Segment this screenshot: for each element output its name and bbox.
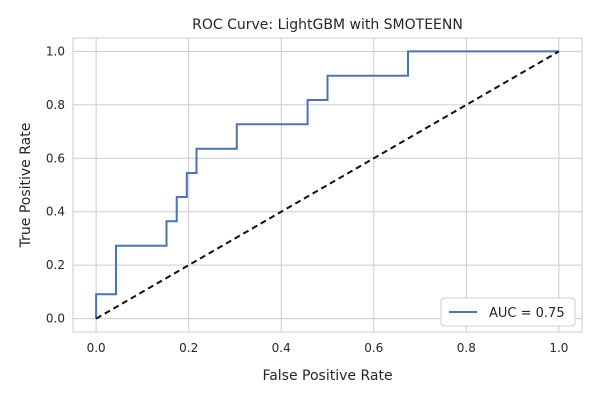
chance-diagonal-line xyxy=(95,50,560,320)
roc-curve-line xyxy=(95,50,559,319)
chart-title: ROC Curve: LightGBM with SMOTEENN xyxy=(192,17,463,33)
x-tick-label: 0.0 xyxy=(87,341,106,355)
series-layer xyxy=(95,50,560,320)
legend: AUC = 0.75 xyxy=(440,297,576,327)
x-tick-label: 0.4 xyxy=(272,341,291,355)
y-tick-label: 1.0 xyxy=(46,44,65,58)
y-tick-label: 0.6 xyxy=(46,151,65,165)
tick-labels: 0.0 0.2 0.4 0.6 0.8 1.0 0.0 0.2 0.4 0.6 0.8 1.0 xyxy=(46,44,569,355)
y-tick-label: 0.0 xyxy=(46,312,65,326)
legend-label: AUC = 0.75 xyxy=(489,306,565,321)
legend-box xyxy=(440,297,576,327)
y-tick-label: 0.4 xyxy=(46,205,65,219)
x-tick-label: 0.8 xyxy=(457,341,476,355)
x-tick-label: 0.2 xyxy=(179,341,198,355)
y-tick-label: 0.2 xyxy=(46,258,65,272)
y-axis-label: True Positive Rate xyxy=(18,123,34,249)
x-tick-label: 0.6 xyxy=(364,341,383,355)
x-tick-label: 1.0 xyxy=(549,341,568,355)
x-axis-label: False Positive Rate xyxy=(262,368,392,384)
y-tick-label: 0.8 xyxy=(46,98,65,112)
